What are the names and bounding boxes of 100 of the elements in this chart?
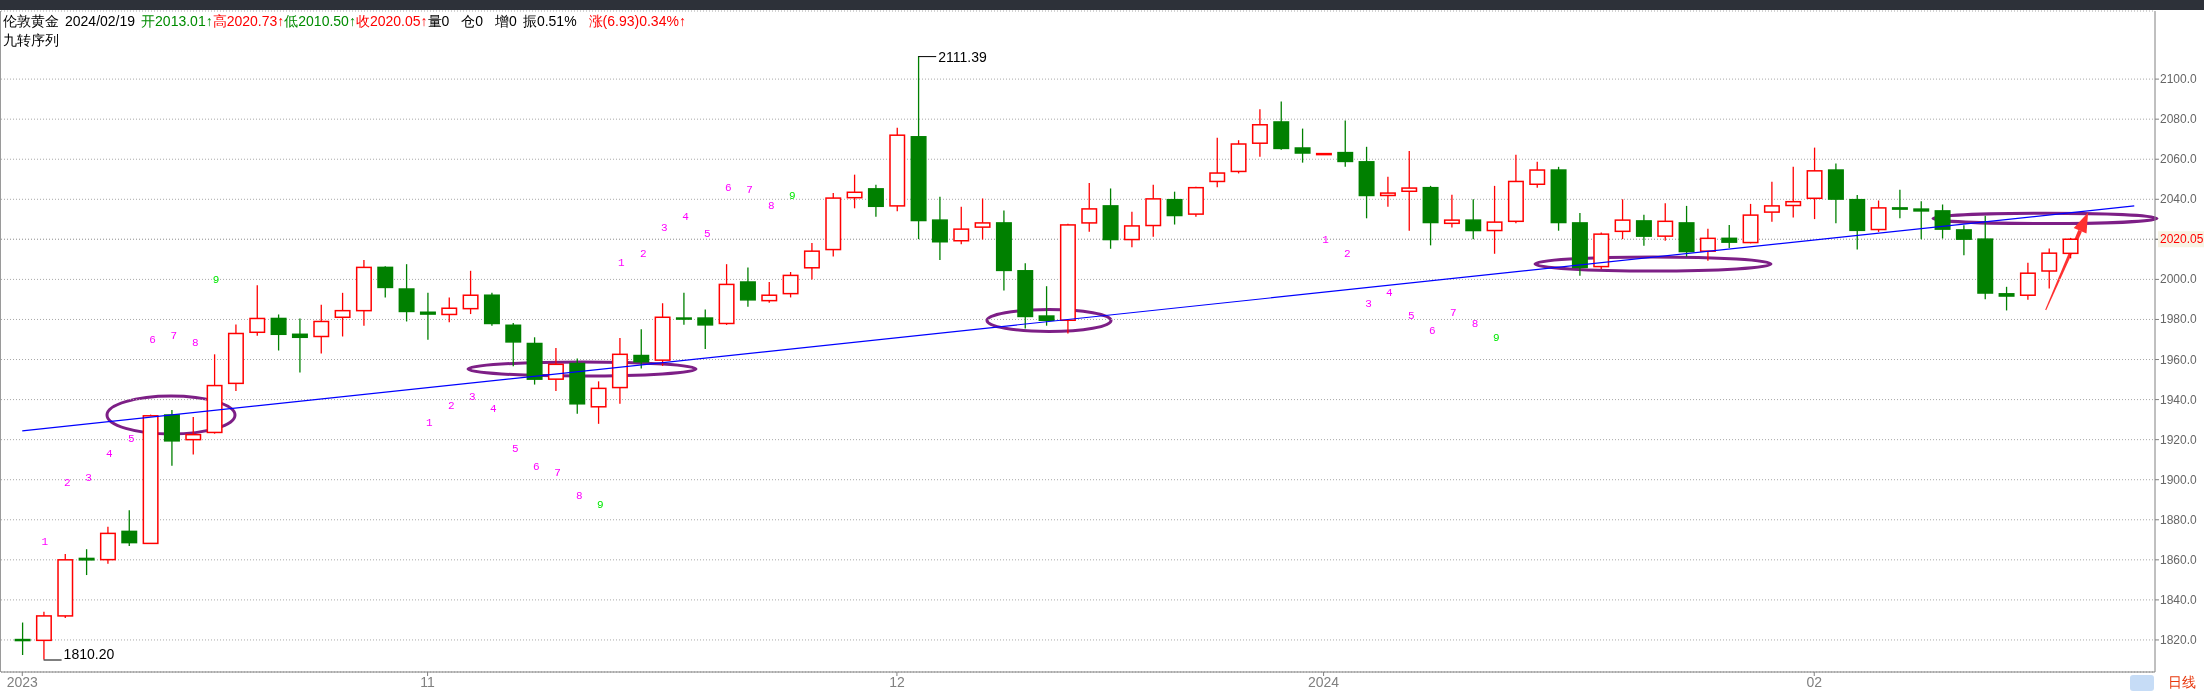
candlestick [1486,185,1503,255]
candlestick [249,284,266,337]
annotation: 振0.51% [522,13,577,29]
y-tick-label: 1960.0 [2160,352,2198,367]
x-axis-title: 日线 [2168,674,2196,690]
candlestick [1657,202,1674,242]
annotation: 5 [511,443,519,456]
candlestick [1763,181,1780,223]
y-tick-label: 1900.0 [2160,472,2198,487]
annotation: 9 [1492,331,1500,344]
annotation: 3 [85,472,92,485]
annotation: 1 [617,257,625,270]
candlestick [782,271,799,299]
candlestick [398,263,415,323]
candlestick [291,317,308,374]
annotation: 9 [597,499,604,512]
x-tick-label: 11 [420,674,436,691]
candlestick [867,184,884,218]
candlestick [1955,224,1972,256]
candlestick [697,308,714,350]
candlestick [2019,262,2036,301]
y-tick-label: 1860.0 [2160,552,2198,567]
candlestick [590,380,607,425]
annotation: 5 [1408,310,1415,323]
candlestick [270,313,287,352]
annotation: 1 [41,535,49,548]
candlestick [505,322,522,367]
y-tick-label: 2100.0 [2160,72,2198,87]
annotation: 高2020.73↑ [212,13,285,29]
annotation: 4 [489,403,497,415]
annotation: 2 [639,248,647,260]
y-tick-label: 1940.0 [2160,392,2198,407]
candlestick [121,509,138,547]
annotation: 2 [448,400,455,413]
candlestick [1721,224,1738,249]
candlestick [1038,285,1055,327]
annotation: 4 [106,448,113,461]
candlestick [1998,286,2015,312]
annotation: 收2020.05↑ [355,13,428,29]
candlestick [1785,166,1802,219]
candlestick [1294,127,1311,164]
candlestick [675,292,692,326]
candlestick [633,328,650,370]
candlestick [1081,182,1098,233]
annotation: 3 [661,221,668,234]
annotation: 6 [725,181,732,194]
annotation: 4 [682,211,690,223]
candlestick [1913,200,1930,240]
annotation: 7 [554,467,561,480]
candlestick [419,292,436,341]
chart-title: 伦敦黄金 [3,13,59,29]
y-tick-label: 1980.0 [2160,312,2198,327]
candlestick [1337,119,1354,168]
annotation: 9 [789,189,796,202]
candlestick [1401,150,1418,232]
annotation: 6 [533,461,540,474]
candlestick [377,265,394,299]
y-tick-label: 2080.0 [2160,112,2198,127]
annotation: 低2010.50↑ [284,13,356,29]
candlestick [1443,194,1460,229]
candlestick [931,196,948,261]
candlestick [1891,189,1908,219]
annotation: 1 [426,417,433,430]
annotation: 2111.39 [938,48,987,65]
x-tick-label: 2023 [6,674,39,691]
candlestick [1465,198,1482,240]
annotation: 仓0 [461,13,484,29]
candlestick [974,197,991,241]
candlestick [1529,161,1546,189]
candlestick [185,416,202,456]
annotation: 1810.20 [63,646,115,662]
candlestick [78,548,95,576]
y-tick-label: 1880.0 [2160,512,2198,527]
candlestick [1934,203,1951,240]
candlestick [1209,137,1226,188]
annotation: 6 [1428,325,1436,338]
candlestick [2041,247,2058,290]
candlestick [462,270,479,315]
annotation: 7 [1450,307,1457,319]
x-tick-label: 02 [1806,674,1823,691]
annotation: 7 [170,330,177,343]
candlestick [1379,176,1396,208]
annotation: 3 [1365,298,1372,311]
candlestick [441,296,458,323]
annotation: 涨(6.93)0.34%↑ [588,13,686,29]
x-tick-label: 12 [889,674,905,691]
y-tick-label: 1840.0 [2160,592,2198,607]
annotation: 4 [1386,287,1394,300]
y-tick-label: 2040.0 [2160,192,2198,207]
y-tick-label: 1820.0 [2160,632,2198,647]
annotation: 量0 [427,13,450,29]
candlestick [1166,191,1183,226]
candlestick [1870,199,1887,233]
y-tick-label: 2000.0 [2160,272,2198,287]
y-tick-label: 2060.0 [2160,152,2198,167]
candlestick [953,206,970,245]
y-tick-label: 1920.0 [2160,432,2198,447]
candlestick [334,292,351,338]
x-tick-label: 2024 [1308,674,1340,691]
annotation: 2 [1344,248,1351,260]
